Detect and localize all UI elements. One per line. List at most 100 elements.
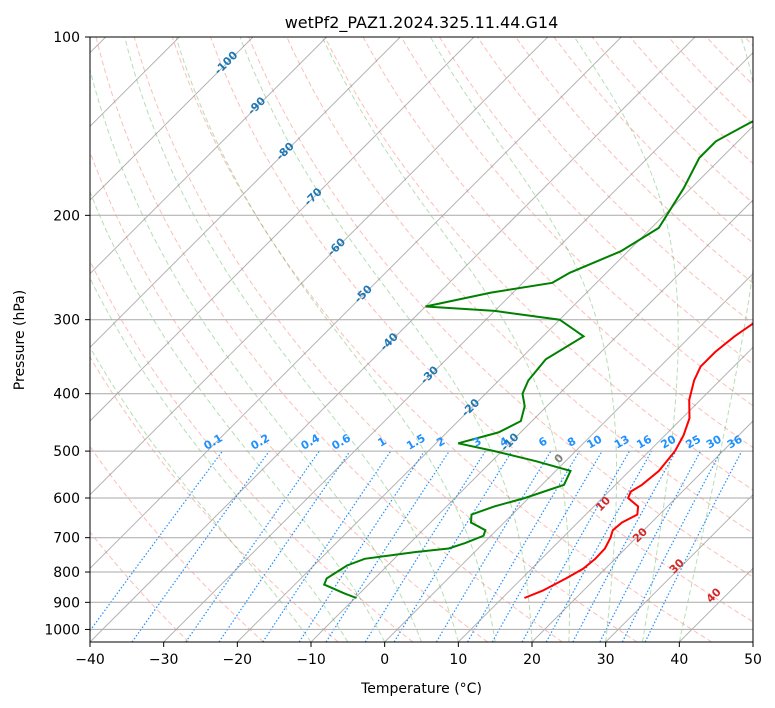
y-tick-label: 1000 xyxy=(44,622,80,638)
isotherm-line xyxy=(90,37,254,201)
y-tick-label: 700 xyxy=(53,531,80,547)
isotherm-line xyxy=(605,493,753,642)
mixing-ratio-line xyxy=(262,450,392,642)
dry-adiabat-label: -80 xyxy=(274,139,297,162)
moist-adiabat-label: 30 xyxy=(667,556,687,576)
isotherm-line xyxy=(310,199,753,642)
mixing-ratio-line xyxy=(364,450,486,642)
dry-adiabat-line xyxy=(324,37,753,491)
mixing-ratio-line xyxy=(325,450,450,642)
dry-adiabat-label: -50 xyxy=(352,282,375,305)
dry-adiabat-label: -30 xyxy=(418,363,441,386)
mixing-ratio-line xyxy=(572,450,677,642)
dry-adiabat-line xyxy=(90,150,488,642)
moist-adiabat-line xyxy=(429,37,617,642)
series-lines xyxy=(322,120,753,599)
isotherm-line xyxy=(90,37,328,275)
moist-adiabat-line xyxy=(239,37,533,642)
dry-adiabat-line xyxy=(133,37,638,642)
dry-adiabat-line xyxy=(515,37,753,284)
moist-adiabat-line xyxy=(573,37,679,642)
y-tick-label: 200 xyxy=(53,208,80,224)
y-tick-label: 900 xyxy=(53,595,80,611)
dry-adiabat-label: -40 xyxy=(378,330,401,353)
moist-adiabat-line xyxy=(90,190,386,642)
isotherm-line xyxy=(531,420,753,642)
dry-adiabat-line xyxy=(591,37,753,204)
mixing-ratio-line xyxy=(599,450,702,642)
mixing-ratio-label: 0.2 xyxy=(248,432,271,453)
mixing-ratio-label: 36 xyxy=(725,432,745,451)
moist-adiabat-line xyxy=(175,37,496,642)
mixing-ratio-line xyxy=(131,450,270,642)
y-tick-label: 100 xyxy=(53,30,80,46)
dry-adiabat-line xyxy=(248,37,753,578)
mixing-ratio-line xyxy=(644,450,743,642)
x-tick-label: −20 xyxy=(223,652,253,668)
y-axis-label: Pressure (hPa) xyxy=(12,290,28,390)
dry-adiabat-line xyxy=(90,259,414,642)
isotherm-line xyxy=(236,125,753,642)
background-lines xyxy=(90,37,753,642)
moist-adiabat-line xyxy=(90,276,349,642)
isotherm-line xyxy=(678,567,753,642)
mixing-ratio-label: 30 xyxy=(704,432,724,451)
dry-adiabat-line xyxy=(210,37,753,623)
dewpoint-line xyxy=(322,120,753,599)
isotherm-line xyxy=(457,346,753,642)
plot-frame xyxy=(89,36,754,643)
mixing-ratio-line xyxy=(521,450,631,642)
moist-adiabat-label: 10 xyxy=(593,494,613,514)
moist-adiabat-line xyxy=(321,37,571,642)
y-tick-label: 600 xyxy=(53,491,80,507)
x-tick-label: 50 xyxy=(744,652,762,668)
y-tick-label: 300 xyxy=(53,313,80,329)
mixing-ratio-line xyxy=(90,450,223,632)
x-tick-label: −30 xyxy=(149,652,179,668)
isotherm-line xyxy=(90,37,696,642)
moist-adiabat-line xyxy=(90,67,422,642)
x-tick-label: 0 xyxy=(380,652,389,668)
mixing-ratio-line xyxy=(466,450,580,642)
moist-adiabat-line xyxy=(124,37,459,642)
moist-adiabat-label: 20 xyxy=(630,525,650,545)
mixing-ratio-line xyxy=(393,450,513,642)
y-tick-label: 400 xyxy=(53,387,80,403)
dry-adiabat-label: -90 xyxy=(245,94,268,117)
dry-adiabat-line xyxy=(90,531,190,642)
dry-adiabat-label: -10 xyxy=(498,430,521,453)
isotherm-line xyxy=(752,641,753,642)
isotherm-line xyxy=(384,272,753,642)
moist-adiabat-line xyxy=(90,346,312,642)
chart-title: wetPf2_PAZ1.2024.325.11.44.G14 xyxy=(285,13,559,33)
y-tick-label: 500 xyxy=(53,444,80,460)
isotherm-line xyxy=(90,37,475,422)
dry-adiabat-line xyxy=(95,37,563,642)
dry-adiabat-label: -70 xyxy=(302,185,325,208)
dry-adiabat-line xyxy=(90,445,264,642)
dry-adiabat-line xyxy=(400,37,753,407)
temperature-line xyxy=(524,322,753,599)
dry-adiabat-line xyxy=(90,356,339,642)
isotherm-line xyxy=(163,51,753,642)
mixing-ratio-label: 8 xyxy=(565,435,578,450)
mixing-ratio-label: 6 xyxy=(536,434,549,449)
x-axis-label: Temperature (°C) xyxy=(360,681,482,697)
axes: −40 −30 −20 −10 0 10 20 30 40 5010020030040050060… xyxy=(44,30,762,668)
moist-adiabat-label: 0 xyxy=(552,451,567,466)
mixing-ratio-label: 13 xyxy=(612,433,632,452)
mixing-ratio-label: 10 xyxy=(585,432,605,451)
mixing-ratio-line xyxy=(185,450,320,642)
x-tick-label: 40 xyxy=(670,652,688,668)
y-tick-label: 800 xyxy=(53,565,80,581)
dry-adiabat-line xyxy=(744,37,753,47)
dry-adiabat-label: -60 xyxy=(325,235,348,258)
dry-adiabat-label: -20 xyxy=(459,396,482,419)
dry-adiabat-line xyxy=(438,37,753,366)
isotherm-line xyxy=(90,37,549,496)
mixing-ratio-label: 0.6 xyxy=(330,431,354,452)
mixing-ratio-label: 0.1 xyxy=(201,432,224,453)
x-tick-label: 30 xyxy=(597,652,615,668)
mixing-ratio-line xyxy=(435,450,552,642)
